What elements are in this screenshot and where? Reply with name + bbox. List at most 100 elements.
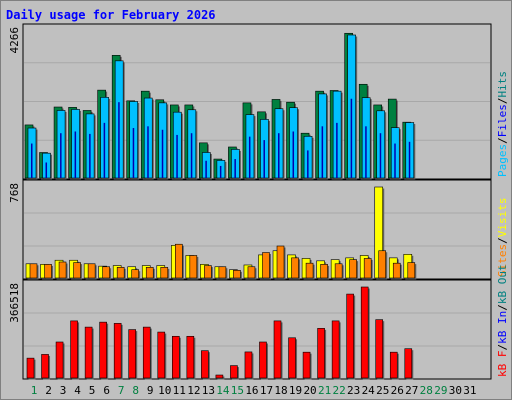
x-tick-label-27: 27 bbox=[405, 384, 418, 397]
x-tick-label-13: 13 bbox=[202, 384, 215, 397]
kbf-bar-20 bbox=[302, 351, 312, 380]
files-bar-16 bbox=[245, 114, 256, 180]
sites-bar-9 bbox=[145, 267, 155, 280]
kbf-bar-14-body bbox=[215, 374, 224, 379]
sites-bar-10-body bbox=[160, 267, 169, 279]
kbf-bar-6 bbox=[99, 321, 109, 380]
sites-bar-11-body bbox=[175, 243, 183, 279]
x-tick-label-28: 28 bbox=[420, 384, 433, 397]
kbf-bar-2 bbox=[41, 354, 51, 380]
kbf-bar-12-body bbox=[186, 335, 195, 379]
kbf-bar-4-body bbox=[70, 320, 78, 379]
x-tick-label-17: 17 bbox=[260, 384, 273, 397]
x-tick-label-10: 10 bbox=[158, 384, 171, 397]
files-bar-18 bbox=[274, 108, 285, 180]
files-bar-24 bbox=[361, 97, 372, 180]
x-tick-label-12: 12 bbox=[187, 384, 200, 397]
kbf-bar-22-body bbox=[331, 320, 340, 379]
pages-bar-2 bbox=[45, 162, 48, 178]
kbf-bar-19 bbox=[288, 337, 298, 380]
pages-bar-19 bbox=[292, 131, 295, 178]
ymax-label-kbytes: 366518 bbox=[8, 283, 21, 323]
sites-bar-23-body bbox=[349, 259, 357, 279]
files-bar-9 bbox=[143, 97, 154, 180]
pages-bar-23 bbox=[350, 98, 353, 178]
files-bar-22 bbox=[332, 90, 343, 180]
sites-bar-25-body bbox=[378, 250, 387, 279]
pages-bar-1 bbox=[31, 143, 33, 178]
sites-bar-2 bbox=[44, 264, 54, 280]
kbf-bar-15-body bbox=[230, 365, 238, 379]
sites-bar-15-body bbox=[233, 269, 241, 279]
files-bar-15 bbox=[231, 149, 241, 180]
legend-entry: / bbox=[496, 98, 509, 105]
sites-bar-8 bbox=[131, 269, 141, 280]
kbf-bar-19-body bbox=[288, 337, 296, 379]
kbf-bar-12 bbox=[186, 335, 196, 380]
x-tick-label-9: 9 bbox=[147, 384, 154, 397]
kbf-bar-9-body bbox=[142, 326, 151, 379]
x-tick-label-24: 24 bbox=[362, 384, 376, 397]
legend-visits: Sites/Visits bbox=[496, 198, 509, 278]
sites-bar-26 bbox=[392, 262, 402, 280]
sites-bar-6 bbox=[102, 266, 112, 280]
files-bar-26 bbox=[390, 127, 401, 180]
legend-usage: Pages/Files/Hits bbox=[496, 71, 509, 177]
x-tick-label-19: 19 bbox=[289, 384, 302, 397]
x-tick-label-7: 7 bbox=[118, 384, 125, 397]
legend-entry: kB Out bbox=[496, 264, 509, 304]
sites-bar-7 bbox=[116, 267, 126, 280]
kbf-bar-5 bbox=[84, 326, 94, 380]
kbf-bar-27 bbox=[404, 348, 414, 380]
pages-bar-12 bbox=[190, 133, 193, 178]
legend-entry: Sites bbox=[496, 244, 509, 277]
sites-bar-9-body bbox=[145, 267, 154, 279]
files-bar-6 bbox=[100, 97, 111, 180]
sites-bar-13 bbox=[204, 265, 213, 280]
kbf-bar-21 bbox=[317, 328, 327, 380]
kbf-bar-8 bbox=[128, 329, 138, 380]
files-bar-5 bbox=[85, 113, 96, 180]
kbf-bar-15 bbox=[230, 365, 239, 380]
files-bar-7 bbox=[114, 60, 125, 180]
kbf-bar-18-body bbox=[273, 320, 282, 379]
kbf-bar-18 bbox=[273, 320, 283, 380]
x-tick-label-3: 3 bbox=[60, 384, 67, 397]
sites-bar-7-body bbox=[116, 267, 125, 279]
sites-bar-12 bbox=[189, 255, 199, 280]
kbf-bar-2-body bbox=[41, 354, 49, 379]
x-tick-label-23: 23 bbox=[347, 384, 360, 397]
pages-bar-11 bbox=[176, 134, 178, 178]
sites-bar-24-body bbox=[363, 258, 372, 279]
sites-bar-15 bbox=[233, 269, 242, 280]
chart-marks bbox=[24, 32, 417, 380]
x-tick-label-21: 21 bbox=[318, 384, 331, 397]
files-bar-11 bbox=[173, 111, 183, 180]
sites-bar-5 bbox=[87, 263, 97, 280]
kbf-bar-13-body bbox=[201, 350, 209, 379]
x-tick-label-1: 1 bbox=[31, 384, 38, 397]
sites-bar-11 bbox=[175, 243, 184, 280]
x-tick-label-29: 29 bbox=[434, 384, 447, 397]
kbf-bar-11 bbox=[172, 335, 181, 380]
files-bar-25 bbox=[376, 110, 387, 180]
sites-bar-18 bbox=[276, 245, 286, 280]
kbf-bar-25 bbox=[375, 319, 385, 380]
files-bar-27 bbox=[405, 122, 416, 180]
kbf-bar-23 bbox=[346, 293, 356, 380]
sites-bar-20-body bbox=[305, 262, 314, 279]
x-tick-label-16: 16 bbox=[245, 384, 258, 397]
sites-bar-27-body bbox=[407, 262, 416, 279]
legend-entry: Files bbox=[496, 104, 509, 137]
kbf-bar-3-body bbox=[55, 341, 64, 379]
files-bar-4 bbox=[71, 109, 82, 180]
x-tick-label-18: 18 bbox=[274, 384, 287, 397]
sites-bar-20 bbox=[305, 262, 315, 280]
sites-bar-4-body bbox=[73, 262, 81, 279]
pages-bar-21 bbox=[321, 126, 324, 178]
sites-bar-23 bbox=[349, 259, 359, 280]
kbf-bar-22 bbox=[331, 320, 341, 380]
sites-bar-18-body bbox=[276, 245, 285, 279]
sites-bar-3-body bbox=[58, 261, 67, 279]
legend-kbytes: kB F/kB In/kB Out bbox=[496, 264, 509, 377]
